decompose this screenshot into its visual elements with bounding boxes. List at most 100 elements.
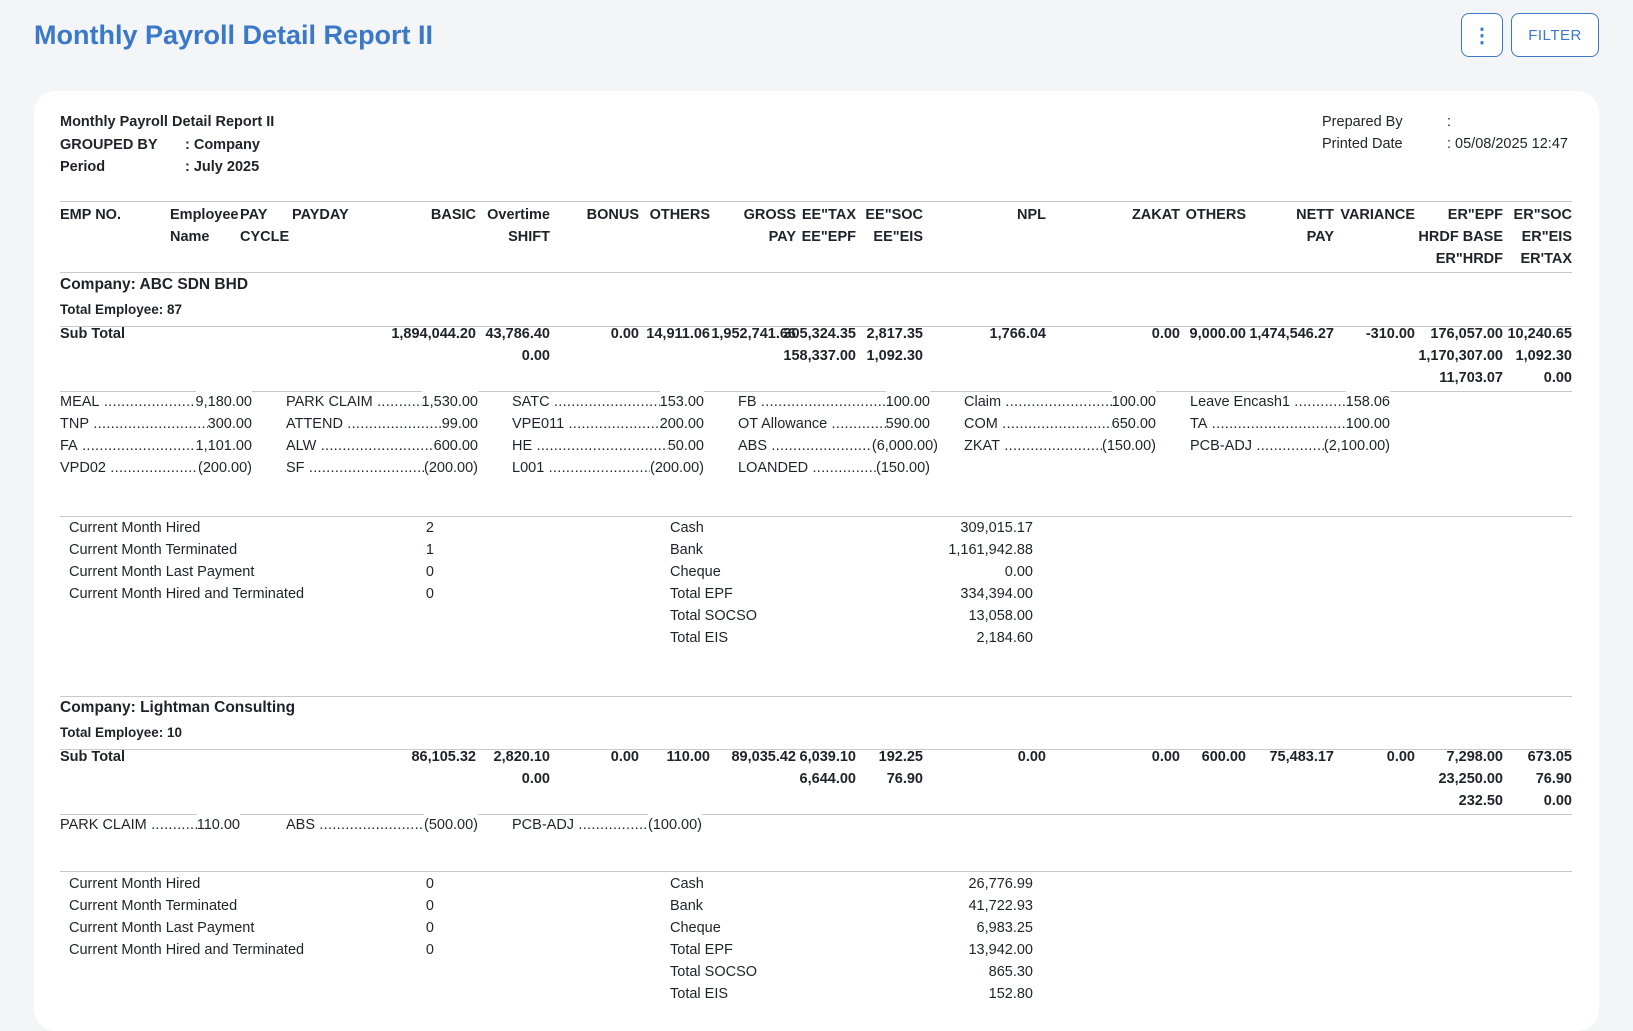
subtotal-overtime: 2,820.10 [493,749,550,765]
list-item: Leave Encash1158.06 [1190,391,1390,413]
subtotal-npl: 1,766.04 [989,326,1046,342]
period-label: Period [60,159,106,175]
period-value: : July 2025 [185,159,260,175]
payment-label: Cheque [670,564,721,580]
subtotal-label: Sub Total [60,749,125,765]
col-nett-pay: PAY [1306,229,1334,245]
divider [60,201,1572,202]
list-item: FB100.00 [738,391,930,413]
subtotal-others2: 9,000.00 [1189,326,1246,342]
list-item: VPE011200.00 [512,413,704,435]
filter-button[interactable]: FILTER [1511,13,1599,57]
list-item: VPD02(200.00) [60,457,252,479]
col-payday: PAYDAY [292,207,349,223]
grouped-by-label: GROUPED BY [60,137,158,153]
col-others: OTHERS [649,207,710,223]
subtotal-er-eis: 1,092.30 [1515,348,1572,364]
col-emp-no: EMP NO. [60,207,121,223]
subtotal-nett: 1,474,546.27 [1249,326,1334,342]
payment-label: Total EPF [670,942,733,958]
subtotal-gross: 1,952,741.66 [711,326,796,342]
subtotal-er-hrdf: 232.50 [1458,793,1503,809]
list-item: L001(200.00) [512,457,704,479]
divider [60,871,1572,872]
company-name: Company: Lightman Consulting [60,699,296,716]
list-item: PCB-ADJ(100.00) [512,814,702,836]
col-er-epf: ER"EPF [1447,207,1503,223]
subtotal-zakat: 0.00 [1151,749,1180,765]
subtotal-label: Sub Total [60,326,125,342]
list-item: Claim100.00 [964,391,1156,413]
col-er-tax: ER'TAX [1520,251,1572,267]
divider [60,272,1572,273]
col-hrdf-base: HRDF BASE [1418,229,1503,245]
list-item: SF(200.00) [286,457,478,479]
subtotal-er-epf: 7,298.00 [1446,749,1503,765]
subtotal-shift: 0.00 [521,771,550,787]
subtotal-er-tax: 0.00 [1543,370,1572,386]
payment-label: Cheque [670,920,721,936]
col-shift: SHIFT [508,229,550,245]
subtotal-zakat: 0.00 [1151,326,1180,342]
col-others2: OTHERS [1185,207,1246,223]
col-pay: PAY [240,207,268,223]
stat-value: 1 [425,542,434,558]
col-er-soc: ER"SOC [1513,207,1572,223]
subtotal-hrdf-base: 23,250.00 [1438,771,1503,787]
col-er-hrdf: ER"HRDF [1435,251,1503,267]
payment-value: 6,983.25 [976,920,1033,936]
divider [60,516,1572,517]
col-zakat: ZAKAT [1131,207,1180,223]
subtotal-ee-soc: 192.25 [878,749,923,765]
subtotal-ee-soc: 2,817.35 [866,326,923,342]
col-ee-eis: EE"EIS [873,229,923,245]
subtotal-er-hrdf: 11,703.07 [1439,370,1503,386]
total-employee: Total Employee: 87 [60,302,183,317]
list-item: ABS(500.00) [286,814,478,836]
top-actions: ⋮ FILTER [1461,13,1599,57]
payment-label: Cash [670,520,704,536]
subtotal-hrdf-base: 1,170,307.00 [1418,348,1503,364]
divider [60,326,1572,327]
col-npl: NPL [1017,207,1046,223]
stat-label: Current Month Hired and Terminated [69,586,305,602]
stat-value: 0 [425,898,434,914]
payment-label: Total EPF [670,586,733,602]
stat-value: 0 [425,920,434,936]
more-options-button[interactable]: ⋮ [1461,13,1503,57]
list-item: HE50.00 [512,435,704,457]
stat-label: Current Month Hired [69,520,201,536]
col-employee: Employee [170,207,239,223]
subtotal-er-soc: 673.05 [1527,749,1572,765]
subtotal-er-soc: 10,240.65 [1507,326,1572,342]
stat-label: Current Month Last Payment [69,564,255,580]
list-item: PARK CLAIM1,530.00 [286,391,478,413]
subtotal-bonus: 0.00 [610,749,639,765]
stat-value: 0 [425,942,434,958]
payment-label: Total EIS [670,986,729,1002]
list-item: SATC153.00 [512,391,704,413]
divider [60,749,1572,750]
divider [60,696,1572,697]
subtotal-variance: -310.00 [1365,326,1415,342]
payment-value: 309,015.17 [960,520,1033,536]
payment-value: 13,058.00 [968,608,1033,624]
payment-value: 2,184.60 [976,630,1033,646]
payment-value: 0.00 [1004,564,1033,580]
stat-label: Current Month Hired [69,876,201,892]
subtotal-ee-tax: 6,039.10 [799,749,856,765]
payment-value: 334,394.00 [960,586,1033,602]
printed-date-value: : 05/08/2025 12:47 [1447,136,1568,152]
stat-value: 0 [425,586,434,602]
divider [60,391,1572,392]
report-title: Monthly Payroll Detail Report II [60,114,275,130]
subtotal-basic: 1,894,044.20 [391,326,476,342]
stat-label: Current Month Terminated [69,542,238,558]
payment-label: Total SOCSO [670,608,758,624]
subtotal-ee-eis: 1,092.30 [866,348,923,364]
payment-label: Bank [670,542,704,558]
col-gross: GROSS [743,207,796,223]
col-cycle: CYCLE [240,229,290,245]
subtotal-overtime: 43,786.40 [485,326,550,342]
printed-date-label: Printed Date [1322,136,1403,152]
